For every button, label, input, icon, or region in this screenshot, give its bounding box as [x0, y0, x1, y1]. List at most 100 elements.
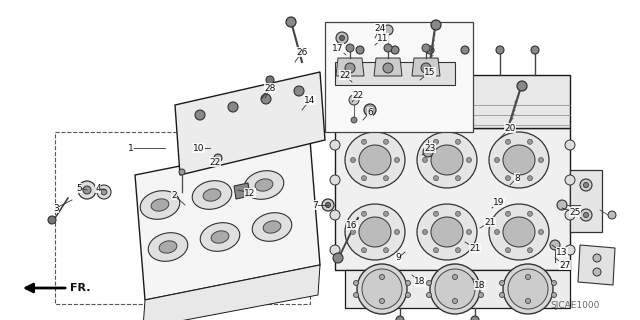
- Polygon shape: [336, 58, 364, 76]
- Circle shape: [550, 240, 560, 250]
- Text: 28: 28: [264, 84, 276, 92]
- Circle shape: [362, 139, 367, 144]
- Circle shape: [456, 211, 461, 216]
- Polygon shape: [345, 270, 570, 308]
- Circle shape: [383, 139, 388, 144]
- Text: 21: 21: [469, 244, 481, 252]
- Polygon shape: [175, 72, 325, 175]
- Circle shape: [345, 63, 355, 73]
- Text: 1: 1: [128, 143, 134, 153]
- Circle shape: [525, 275, 531, 279]
- Ellipse shape: [503, 217, 535, 247]
- Text: 22: 22: [353, 91, 364, 100]
- Circle shape: [433, 139, 438, 144]
- Circle shape: [362, 269, 402, 309]
- Text: 10: 10: [193, 143, 205, 153]
- Ellipse shape: [489, 204, 549, 260]
- Ellipse shape: [503, 145, 535, 175]
- Bar: [570, 170, 602, 232]
- Circle shape: [179, 169, 185, 175]
- Circle shape: [422, 229, 428, 235]
- Circle shape: [508, 269, 548, 309]
- Ellipse shape: [431, 145, 463, 175]
- Text: FR.: FR.: [70, 283, 90, 293]
- Text: 21: 21: [484, 218, 496, 227]
- Circle shape: [294, 86, 304, 96]
- Circle shape: [330, 175, 340, 185]
- Circle shape: [456, 176, 461, 181]
- Ellipse shape: [417, 132, 477, 188]
- Circle shape: [353, 292, 358, 298]
- Ellipse shape: [489, 132, 549, 188]
- Circle shape: [467, 157, 472, 163]
- Circle shape: [422, 44, 430, 52]
- Polygon shape: [234, 183, 250, 199]
- Circle shape: [364, 104, 376, 116]
- Circle shape: [433, 176, 438, 181]
- Ellipse shape: [255, 179, 273, 191]
- Circle shape: [362, 248, 367, 253]
- Circle shape: [479, 292, 483, 298]
- Circle shape: [362, 176, 367, 181]
- Circle shape: [195, 110, 205, 120]
- Bar: [325, 22, 473, 132]
- Circle shape: [214, 154, 222, 162]
- Circle shape: [527, 176, 532, 181]
- Circle shape: [351, 229, 355, 235]
- Circle shape: [467, 229, 472, 235]
- Circle shape: [394, 229, 399, 235]
- Text: 8: 8: [514, 173, 520, 182]
- Circle shape: [336, 32, 348, 44]
- Text: 23: 23: [424, 143, 436, 153]
- Circle shape: [426, 46, 434, 54]
- Text: 7: 7: [312, 201, 318, 210]
- Circle shape: [525, 299, 531, 303]
- Circle shape: [557, 200, 567, 210]
- Ellipse shape: [140, 191, 180, 219]
- Ellipse shape: [252, 213, 292, 241]
- Circle shape: [608, 211, 616, 219]
- Circle shape: [422, 157, 428, 163]
- Circle shape: [527, 248, 532, 253]
- Text: 2: 2: [171, 190, 177, 199]
- Circle shape: [228, 102, 238, 112]
- Circle shape: [423, 147, 433, 157]
- Circle shape: [580, 179, 592, 191]
- Circle shape: [552, 281, 557, 285]
- Circle shape: [351, 117, 357, 123]
- Circle shape: [78, 181, 96, 199]
- Text: 22: 22: [209, 157, 221, 166]
- Circle shape: [261, 94, 271, 104]
- Text: 20: 20: [504, 124, 516, 132]
- Circle shape: [384, 44, 392, 52]
- Circle shape: [266, 76, 274, 84]
- Ellipse shape: [151, 199, 169, 211]
- Circle shape: [362, 211, 367, 216]
- Circle shape: [565, 140, 575, 150]
- Circle shape: [479, 281, 483, 285]
- Circle shape: [538, 157, 543, 163]
- Text: 18: 18: [474, 281, 486, 290]
- Ellipse shape: [345, 132, 405, 188]
- Polygon shape: [143, 265, 320, 320]
- Circle shape: [456, 139, 461, 144]
- Circle shape: [322, 199, 334, 211]
- Circle shape: [383, 63, 393, 73]
- Circle shape: [367, 108, 372, 113]
- Circle shape: [426, 292, 431, 298]
- Circle shape: [499, 292, 504, 298]
- Circle shape: [503, 264, 553, 314]
- Text: 22: 22: [339, 70, 351, 79]
- Circle shape: [495, 229, 499, 235]
- Circle shape: [353, 281, 358, 285]
- Circle shape: [452, 299, 458, 303]
- Circle shape: [346, 44, 354, 52]
- Circle shape: [527, 139, 532, 144]
- Circle shape: [593, 254, 601, 262]
- Circle shape: [330, 245, 340, 255]
- Text: 26: 26: [296, 47, 308, 57]
- Circle shape: [383, 25, 393, 35]
- Ellipse shape: [200, 223, 240, 251]
- Circle shape: [452, 275, 458, 279]
- Text: 19: 19: [493, 197, 505, 206]
